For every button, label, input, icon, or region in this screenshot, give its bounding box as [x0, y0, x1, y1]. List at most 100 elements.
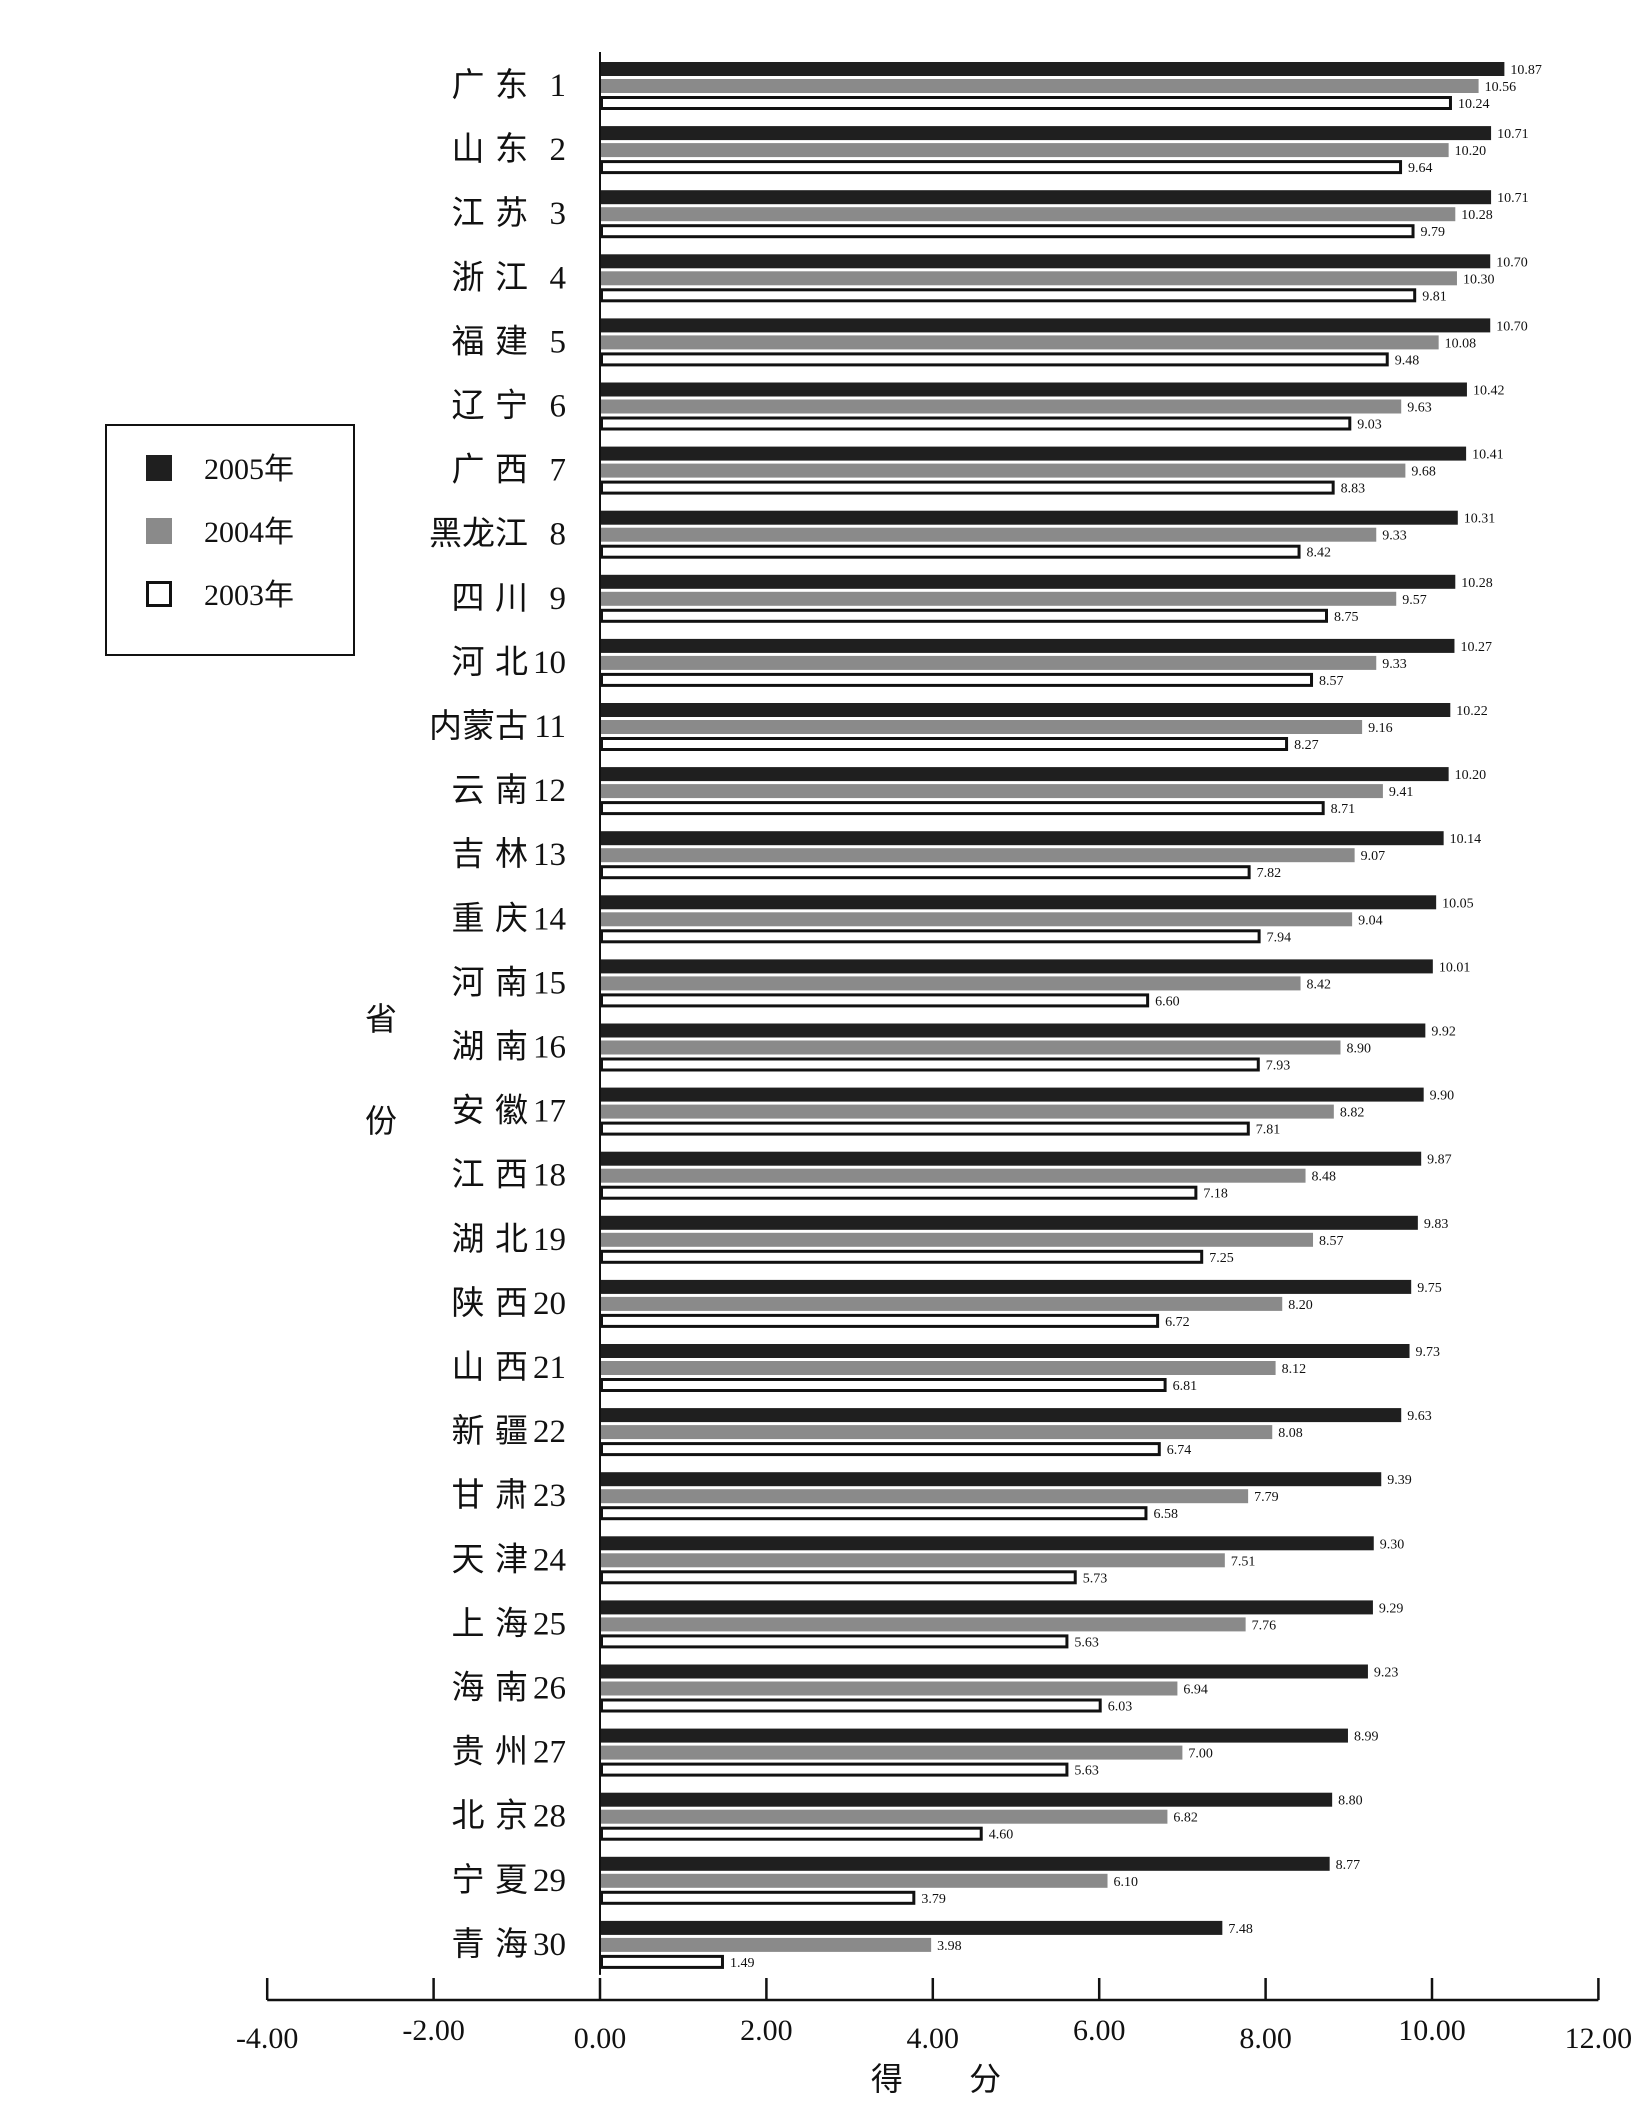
data-label: 6.72 — [1165, 1315, 1190, 1330]
rank-label: 27 — [533, 1735, 566, 1771]
category-label: 内蒙古 — [429, 706, 528, 745]
bar — [600, 895, 1437, 910]
category-label: 新 疆 — [452, 1411, 529, 1450]
x-tick-label: 4.00 — [907, 2022, 960, 2055]
bar — [600, 480, 1335, 495]
data-label: 9.33 — [1382, 529, 1407, 544]
data-label: 7.25 — [1209, 1251, 1234, 1266]
category-label: 湖 南 — [452, 1027, 529, 1066]
bar-group-16: 9.92 8.90 7.93 — [600, 1023, 1456, 1074]
bar-group-2: 10.71 10.20 9.64 — [600, 126, 1529, 176]
x-tick-label: -2.00 — [402, 2014, 465, 2047]
category-label: 河 北 — [452, 642, 529, 681]
legend-swatch — [146, 455, 172, 481]
bar — [600, 79, 1479, 93]
category-label: 宁 夏 — [452, 1860, 529, 1899]
bar-group-19: 9.83 8.57 7.25 — [600, 1215, 1448, 1266]
bar — [600, 767, 1449, 782]
data-label: 8.80 — [1338, 1794, 1363, 1809]
bar-group-6: 10.42 9.63 9.03 — [600, 382, 1504, 433]
data-label: 9.33 — [1382, 657, 1407, 672]
bar — [600, 703, 1451, 717]
bar — [600, 1087, 1424, 1102]
bar-group-22: 9.63 8.08 6.74 — [600, 1408, 1432, 1458]
data-label: 8.83 — [1341, 482, 1366, 497]
rank-label: 6 — [550, 389, 567, 425]
category-label: 云 南 — [452, 770, 529, 809]
legend: 2005年 2004年 2003年 — [105, 424, 355, 656]
bar-group-9: 10.28 9.57 8.75 — [600, 574, 1493, 625]
bar-group-12: 10.20 9.41 8.71 — [600, 767, 1486, 817]
bar — [600, 510, 1458, 525]
data-label: 5.63 — [1074, 1635, 1099, 1650]
bar-group-10: 10.27 9.33 8.57 — [600, 638, 1492, 689]
bar — [600, 1121, 1250, 1136]
data-label: 7.93 — [1266, 1059, 1291, 1074]
data-label: 7.79 — [1254, 1490, 1279, 1505]
bar-group-26: 9.23 6.94 6.03 — [600, 1664, 1398, 1715]
bar — [600, 254, 1491, 269]
rank-label: 5 — [550, 324, 567, 360]
bar — [600, 737, 1289, 751]
data-label: 9.48 — [1395, 353, 1420, 368]
data-label: 9.79 — [1421, 225, 1446, 240]
bar-group-24: 9.30 7.51 5.73 — [600, 1536, 1404, 1586]
data-label: 9.39 — [1387, 1473, 1412, 1488]
bar — [600, 976, 1301, 991]
data-label: 9.41 — [1389, 785, 1414, 800]
data-label: 9.81 — [1422, 289, 1447, 304]
bar-group-20: 9.75 8.20 6.72 — [600, 1279, 1442, 1330]
bar — [600, 1954, 724, 1969]
bar — [600, 126, 1492, 141]
category-label: 天 津 — [452, 1539, 529, 1578]
bar — [600, 207, 1456, 222]
data-label: 9.57 — [1402, 593, 1427, 608]
rank-label: 9 — [550, 581, 567, 617]
data-label: 7.76 — [1252, 1618, 1277, 1633]
legend-swatch — [146, 581, 172, 607]
bar — [600, 1937, 932, 1952]
data-label: 5.73 — [1083, 1571, 1108, 1586]
data-label: 10.24 — [1458, 97, 1490, 112]
bar — [600, 1279, 1412, 1294]
bar — [600, 848, 1355, 863]
data-label: 6.94 — [1183, 1683, 1208, 1698]
bar — [600, 352, 1389, 367]
data-label: 7.51 — [1231, 1554, 1256, 1569]
rank-label: 26 — [533, 1671, 566, 1707]
data-label: 9.29 — [1379, 1601, 1404, 1616]
bar — [600, 1634, 1069, 1649]
bar — [600, 1344, 1410, 1358]
x-tick-label: 8.00 — [1239, 2022, 1292, 2055]
data-label: 8.71 — [1331, 802, 1356, 817]
bar-group-27: 8.99 7.00 5.63 — [600, 1728, 1378, 1779]
rank-label: 18 — [533, 1158, 566, 1194]
bar — [600, 574, 1456, 589]
bar — [600, 608, 1328, 623]
bar-group-28: 8.80 6.82 4.60 — [600, 1792, 1363, 1843]
bar — [600, 1570, 1077, 1585]
bar — [600, 865, 1251, 880]
rank-label: 8 — [550, 517, 567, 553]
bar — [600, 1185, 1198, 1200]
data-label: 6.03 — [1108, 1700, 1133, 1715]
bar — [600, 638, 1455, 653]
data-label: 10.01 — [1439, 960, 1471, 975]
data-label: 7.18 — [1203, 1187, 1228, 1202]
data-label: 1.49 — [730, 1956, 755, 1971]
category-label: 广 西 — [452, 450, 529, 489]
data-label: 9.92 — [1431, 1025, 1456, 1040]
bar — [600, 224, 1415, 239]
bar — [600, 271, 1457, 286]
bar — [600, 190, 1492, 205]
data-label: 10.41 — [1472, 448, 1504, 463]
bar — [600, 655, 1377, 670]
bar — [600, 831, 1444, 846]
data-label: 8.42 — [1307, 546, 1332, 561]
data-label: 8.77 — [1336, 1858, 1361, 1873]
category-label: 山 东 — [452, 129, 529, 168]
axis-titles: 得 分 省份 — [365, 1000, 1001, 2098]
